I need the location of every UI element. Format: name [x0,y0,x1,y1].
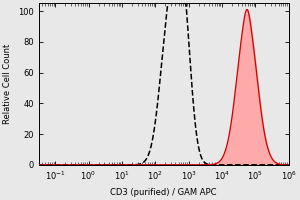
Y-axis label: Relative Cell Count: Relative Cell Count [3,44,12,124]
X-axis label: CD3 (purified) / GAM APC: CD3 (purified) / GAM APC [110,188,217,197]
